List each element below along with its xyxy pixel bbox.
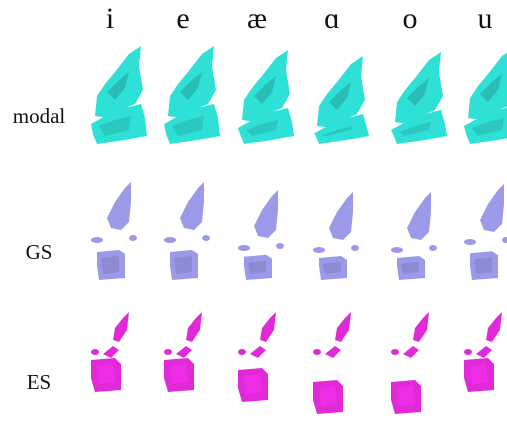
column-header-o: o bbox=[402, 2, 418, 35]
vocal-fold-surface-modal bbox=[238, 50, 294, 144]
vocal-fold-surface-modal bbox=[164, 46, 220, 144]
vocal-fold-surface-modal bbox=[464, 52, 507, 144]
vocal-fold-surface-modal bbox=[391, 52, 447, 144]
render-es-4 bbox=[307, 306, 385, 416]
vocal-fold-surface-es bbox=[91, 312, 129, 392]
render-gs-1 bbox=[85, 180, 163, 290]
vocal-fold-surface-gs bbox=[238, 190, 284, 280]
render-modal-1 bbox=[85, 44, 163, 154]
column-header-u: u bbox=[477, 2, 493, 35]
column-header-a: ɑ bbox=[324, 2, 340, 35]
vocal-fold-surface-es bbox=[464, 312, 502, 392]
vocal-fold-surface-gs bbox=[391, 192, 437, 280]
row-label-modal: modal bbox=[12, 104, 66, 128]
vocal-fold-surface-modal bbox=[313, 56, 369, 144]
vocal-fold-surface-modal bbox=[91, 46, 147, 144]
render-modal-4 bbox=[307, 44, 385, 154]
render-modal-3 bbox=[232, 44, 310, 154]
vocal-fold-surface-es bbox=[313, 312, 351, 414]
row-label-gs: GS bbox=[25, 240, 53, 264]
vocal-fold-surface-gs bbox=[91, 182, 137, 280]
render-gs-4 bbox=[307, 180, 385, 290]
render-es-5 bbox=[385, 306, 463, 416]
render-es-3 bbox=[232, 306, 310, 416]
vocal-fold-surface-es bbox=[164, 312, 202, 392]
render-gs-3 bbox=[232, 180, 310, 290]
render-modal-5 bbox=[385, 44, 463, 154]
render-gs-6 bbox=[458, 180, 507, 290]
render-es-6 bbox=[458, 306, 507, 416]
column-header-e: e bbox=[176, 2, 190, 35]
vocal-fold-surface-gs bbox=[464, 184, 507, 280]
render-modal-6 bbox=[458, 44, 507, 154]
render-es-2 bbox=[158, 306, 236, 416]
row-label-es: ES bbox=[26, 370, 52, 394]
render-gs-5 bbox=[385, 180, 463, 290]
column-header-ae: æ bbox=[246, 2, 267, 35]
vocal-fold-surface-gs bbox=[164, 182, 210, 280]
vocal-fold-surface-es bbox=[238, 312, 276, 402]
render-gs-2 bbox=[158, 180, 236, 290]
vocal-fold-surface-gs bbox=[313, 192, 359, 280]
vocal-fold-surface-es bbox=[391, 312, 429, 414]
column-header-i: i bbox=[105, 2, 115, 35]
render-modal-2 bbox=[158, 44, 236, 154]
render-es-1 bbox=[85, 306, 163, 416]
